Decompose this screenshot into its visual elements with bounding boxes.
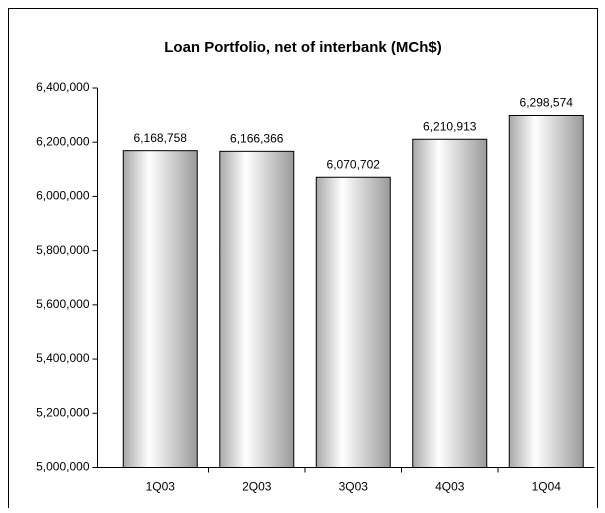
bar [412, 138, 488, 469]
bar [508, 114, 584, 469]
value-label: 6,298,574 [520, 96, 574, 110]
y-tick-label: 5,800,000 [36, 243, 90, 257]
x-tick-label: 3Q03 [339, 480, 369, 494]
bar [219, 150, 295, 468]
value-label: 6,070,702 [327, 157, 381, 171]
x-tick-label: 4Q03 [435, 480, 465, 494]
chart-title: Loan Portfolio, net of interbank (MCh$) [164, 39, 442, 56]
x-tick-label: 2Q03 [242, 480, 272, 494]
value-label: 6,166,366 [230, 132, 284, 146]
bar [122, 150, 198, 468]
y-tick-label: 6,400,000 [36, 80, 90, 94]
chart-border [8, 8, 598, 513]
y-tick-label: 5,600,000 [36, 297, 90, 311]
y-tick-label: 6,000,000 [36, 189, 90, 203]
y-tick-label: 5,400,000 [36, 351, 90, 365]
value-label: 6,168,758 [134, 131, 188, 145]
y-tick-label: 5,000,000 [36, 460, 90, 474]
x-tick-label: 1Q03 [146, 480, 176, 494]
bar [315, 176, 391, 468]
value-label: 6,210,913 [423, 119, 477, 133]
y-tick-label: 5,200,000 [36, 405, 90, 419]
x-tick-label: 1Q04 [532, 480, 562, 494]
y-tick-label: 6,200,000 [36, 134, 90, 148]
